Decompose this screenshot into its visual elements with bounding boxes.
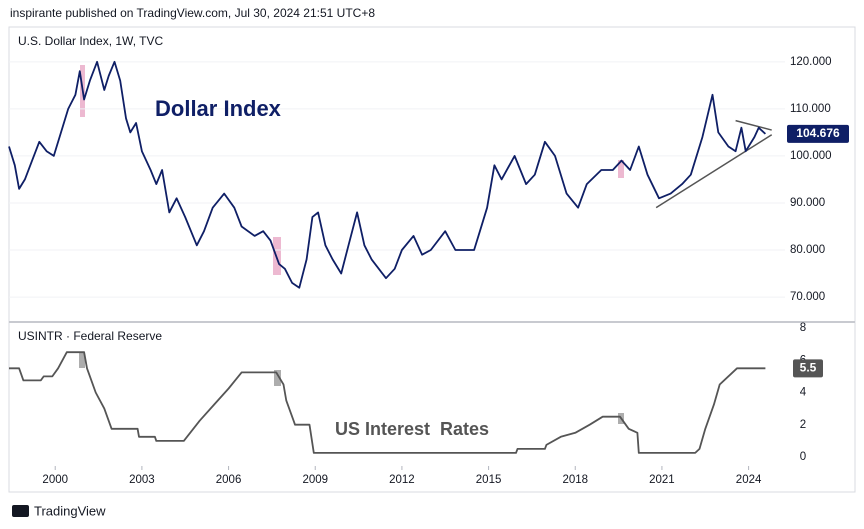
annotation: Dollar Index xyxy=(155,96,282,121)
y-tick-label: 80.000 xyxy=(790,244,825,256)
data-line xyxy=(8,60,767,289)
y-tick-label: 100.000 xyxy=(790,150,832,162)
chart-frame xyxy=(8,26,856,493)
y-tick-label: 120.000 xyxy=(790,56,832,68)
y-tick-label: 90.000 xyxy=(790,197,825,209)
trendline xyxy=(735,119,772,131)
last-value-label: 5.5 xyxy=(800,361,817,375)
x-tick-label: 2003 xyxy=(129,474,155,486)
highlight xyxy=(618,160,624,178)
y-tick-label: 4 xyxy=(800,387,807,399)
pane-title: USINTR · Federal Reserve xyxy=(18,329,162,343)
footer-logo: TradingView xyxy=(12,503,106,518)
y-tick-label: 70.000 xyxy=(790,291,825,303)
x-tick-label: 2021 xyxy=(649,474,675,486)
y-tick-label: 2 xyxy=(800,419,806,431)
data-line xyxy=(9,351,766,454)
last-value-badge xyxy=(787,124,849,143)
x-tick-label: 2009 xyxy=(302,474,328,486)
highlight xyxy=(274,370,281,386)
y-tick-label: 110.000 xyxy=(790,103,831,115)
x-tick-label: 2012 xyxy=(389,474,415,486)
pane-title: U.S. Dollar Index, 1W, TVC xyxy=(18,34,163,48)
y-tick-label: 0 xyxy=(800,451,806,463)
last-value-label: 104.676 xyxy=(796,126,840,140)
logo-icon xyxy=(12,505,29,517)
trendline xyxy=(655,134,773,209)
x-tick-label: 2015 xyxy=(476,474,502,486)
annotation: US Interest Rates xyxy=(335,419,489,439)
x-tick-label: 2018 xyxy=(562,474,588,486)
highlight xyxy=(79,352,85,368)
header: inspirante published on TradingView.com,… xyxy=(10,6,375,20)
footer-brand: TradingView xyxy=(34,503,106,518)
x-tick-label: 2000 xyxy=(42,474,68,486)
y-tick-label: 8 xyxy=(800,322,806,334)
last-value-badge xyxy=(793,359,823,378)
x-tick-label: 2006 xyxy=(216,474,242,486)
x-tick-label: 2024 xyxy=(736,474,762,486)
